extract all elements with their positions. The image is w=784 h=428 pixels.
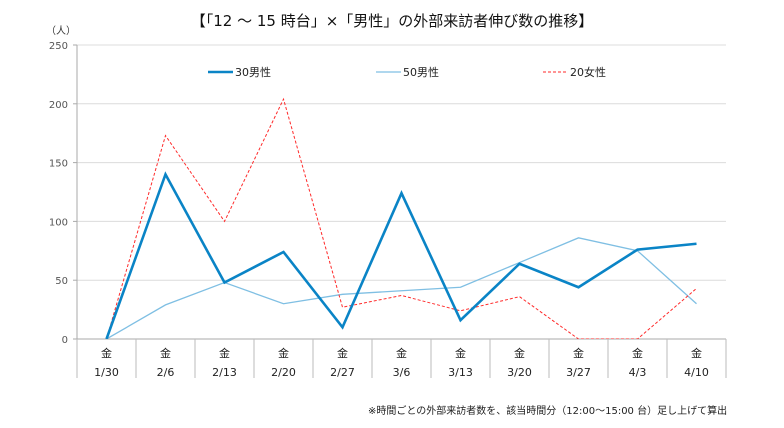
y-tick-label: 0 (62, 335, 68, 346)
y-tick-label: 150 (49, 159, 68, 170)
y-tick-label: 200 (49, 100, 68, 111)
footnote: ※時間ごとの外部来訪者数を、該当時間分（12:00～15:00 台）足し上げて算… (368, 406, 728, 417)
legend-label: 30男性 (235, 65, 271, 79)
weekday-label: 金 (691, 346, 702, 360)
series-line-20女性 (106, 97, 697, 339)
x-tick-label: 3/27 (566, 366, 591, 379)
x-tick-label: 1/30 (94, 366, 119, 379)
series-line-50男性 (106, 237, 697, 339)
legend-label: 50男性 (403, 65, 439, 79)
x-tick-label: 3/20 (507, 366, 532, 379)
weekday-label: 金 (514, 346, 525, 360)
x-tick-label: 4/10 (684, 366, 709, 379)
y-tick-label: 50 (55, 276, 68, 287)
weekday-label: 金 (101, 346, 112, 360)
weekday-label: 金 (219, 346, 230, 360)
x-tick-label: 4/3 (629, 366, 647, 379)
x-tick-label: 2/27 (330, 366, 355, 379)
weekday-label: 金 (160, 346, 171, 360)
chart-title: 【「12 ～ 15 時台」×「男性」の外部来訪者伸び数の推移】 (190, 12, 594, 30)
x-tick-label: 3/6 (393, 366, 411, 379)
x-tick-label: 2/6 (157, 366, 175, 379)
weekday-label: 金 (573, 346, 584, 360)
x-tick-label: 2/20 (271, 366, 296, 379)
weekday-label: 金 (396, 346, 407, 360)
weekday-label: 金 (337, 346, 348, 360)
x-tick-label: 3/13 (448, 366, 473, 379)
weekday-label: 金 (455, 346, 466, 360)
y-tick-label: 100 (49, 217, 68, 228)
legend-label: 20女性 (570, 65, 606, 79)
y-tick-label: 250 (49, 41, 68, 52)
weekday-label: 金 (278, 346, 289, 360)
y-axis-label: （人） (46, 26, 76, 37)
series-line-30男性 (105, 171, 697, 339)
x-tick-label: 2/13 (212, 366, 237, 379)
weekday-label: 金 (632, 346, 643, 360)
